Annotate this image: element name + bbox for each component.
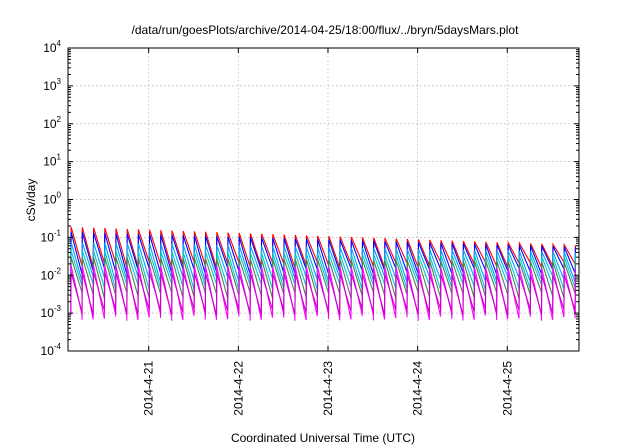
series-layer	[70, 226, 576, 321]
y-tick-label: 10-1	[41, 228, 62, 244]
y-tick-label: 10-2	[41, 266, 62, 282]
x-tick-label: 2014-4-23	[321, 361, 335, 416]
y-tick-label: 10-3	[41, 304, 62, 320]
x-axis-label: Coordinated Universal Time (UTC)	[231, 431, 415, 445]
grid-layer	[68, 48, 579, 351]
chart-title: /data/run/goesPlots/archive/2014-04-25/1…	[132, 23, 520, 37]
x-tick-label: 2014-4-24	[411, 361, 425, 416]
x-tick-label: 2014-4-21	[142, 361, 156, 416]
y-axis-label: cSv/day	[24, 179, 38, 222]
x-tick-label: 2014-4-25	[500, 361, 514, 416]
y-tick-label: 101	[43, 153, 61, 169]
y-tick-label: 10-4	[41, 342, 62, 358]
ticks-layer	[68, 47, 579, 352]
y-tick-label: 104	[43, 39, 61, 55]
x-tick-labels: 2014-4-21 2014-4-22 2014-4-23 2014-4-24 2014…	[142, 361, 515, 416]
y-tick-label: 102	[43, 115, 61, 131]
x-tick-label: 2014-4-22	[231, 361, 245, 416]
y-tick-label: 103	[43, 77, 61, 93]
series-line-7	[70, 272, 576, 316]
y-tick-labels: 10-4 10-3 10-2 10-1 100 101 102 103 104	[41, 39, 62, 358]
y-tick-label: 100	[43, 191, 61, 207]
